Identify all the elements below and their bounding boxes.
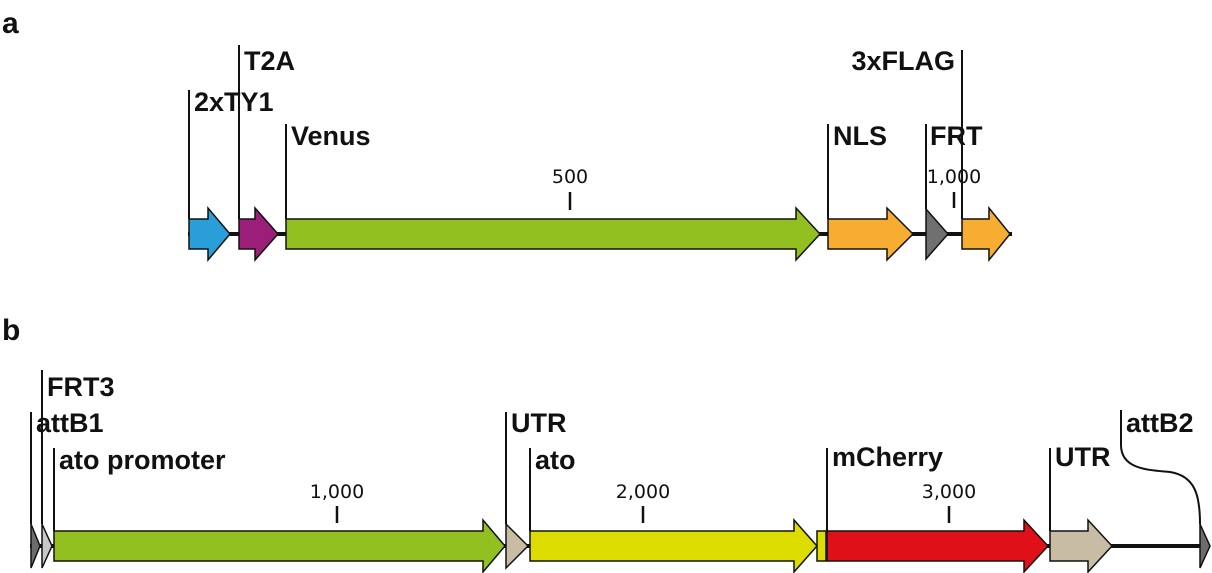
panel-b-tick-label-1000: 1,000 bbox=[310, 481, 364, 503]
feature-arrow-mcherry bbox=[826, 518, 1050, 573]
linker-block bbox=[816, 530, 827, 562]
feature-label-venus: Venus bbox=[291, 121, 371, 151]
feature-arrow-nls bbox=[827, 206, 915, 262]
feature-label-frt3: FRT3 bbox=[47, 372, 115, 402]
feature-label-attb1: attB1 bbox=[36, 408, 104, 438]
leader-attb2 bbox=[1120, 410, 1201, 525]
panel-a: a 500 1,000 2xTY1 T2A Venus NLS FRT 3xFL… bbox=[2, 7, 1012, 263]
panel-b-tick-label-3000: 3,000 bbox=[922, 481, 976, 503]
feature-arrow-ato-promoter bbox=[53, 517, 506, 573]
feature-arrow-attb2 bbox=[1199, 523, 1211, 569]
feature-arrow-2xty1 bbox=[188, 205, 231, 263]
feature-label-ato: ato bbox=[535, 445, 576, 475]
feature-arrow-venus bbox=[285, 206, 822, 262]
feature-label-utr-2: UTR bbox=[1055, 442, 1111, 472]
feature-arrow-t2a bbox=[238, 206, 280, 262]
feature-label-ato-promoter: ato promoter bbox=[59, 445, 226, 475]
panel-b-label: b bbox=[2, 314, 20, 347]
feature-arrow-3xflag bbox=[961, 205, 1011, 263]
feature-label-3xflag: 3xFLAG bbox=[851, 46, 955, 76]
panel-a-label: a bbox=[2, 7, 19, 40]
panel-a-tick-label-500: 500 bbox=[552, 166, 588, 188]
feature-arrow-ato bbox=[529, 518, 819, 573]
feature-arrow-frt bbox=[925, 207, 949, 261]
feature-arrow-attb1 bbox=[30, 523, 41, 569]
feature-label-2xty1: 2xTY1 bbox=[194, 87, 274, 117]
feature-label-attb2: attB2 bbox=[1126, 408, 1194, 438]
feature-label-frt: FRT bbox=[930, 121, 983, 151]
panel-b-tick-label-2000: 2,000 bbox=[616, 481, 670, 503]
feature-label-nls: NLS bbox=[833, 121, 887, 151]
panel-a-tick-label-1000: 1,000 bbox=[927, 166, 981, 188]
feature-label-t2a: T2A bbox=[244, 46, 295, 76]
feature-arrow-utr-1 bbox=[505, 522, 530, 570]
feature-label-utr-1: UTR bbox=[511, 408, 567, 438]
panel-b: b 1,000 2,000 3,000 attB1 FRT3 ato promo… bbox=[2, 314, 1211, 573]
feature-arrow-frt3 bbox=[41, 523, 53, 569]
feature-arrow-utr-2 bbox=[1049, 518, 1114, 573]
feature-label-mcherry: mCherry bbox=[832, 442, 943, 472]
